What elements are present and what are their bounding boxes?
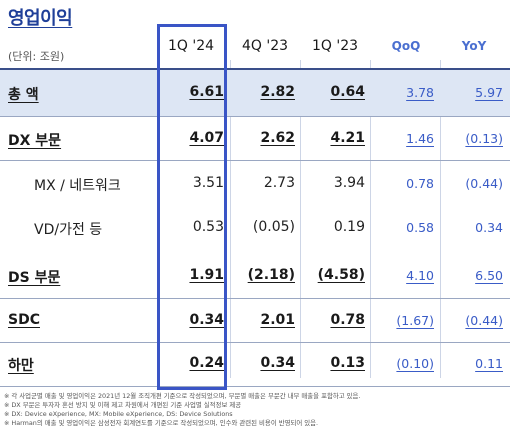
row-label: DS 부문 bbox=[8, 270, 61, 286]
table-row: 하만 0.24 0.34 0.13 (0.10) 0.11 bbox=[0, 342, 510, 386]
table-header: (단위: 조원) 1Q '24 4Q '23 1Q '23 QoQ YoY bbox=[0, 30, 510, 63]
table-cell: 4.07 bbox=[189, 130, 224, 146]
table-cell: 0.58 bbox=[406, 220, 434, 235]
table-cell: 0.11 bbox=[475, 356, 503, 371]
column-divider bbox=[230, 60, 231, 378]
table-cell: 0.13 bbox=[330, 355, 365, 371]
table-row: DS 부문 1.91 (2.18) (4.58) 4.10 6.50 bbox=[0, 254, 510, 298]
table-cell: 3.78 bbox=[406, 85, 434, 100]
row-label: VD/가전 등 bbox=[34, 222, 103, 238]
table-row: DX 부문 4.07 2.62 4.21 1.46 (0.13) bbox=[0, 118, 510, 160]
header-4q23: 4Q '23 bbox=[241, 38, 289, 54]
row-label: 하만 bbox=[8, 358, 34, 374]
footnote: ※ Harman의 매출 및 영업이익은 삼성전자 회계연도를 기준으로 작성되… bbox=[4, 419, 319, 427]
table-cell: 0.34 bbox=[260, 355, 295, 371]
header-1q23: 1Q '23 bbox=[311, 38, 359, 54]
table-cell: (0.13) bbox=[465, 131, 503, 146]
table-row: VD/가전 등 0.53 (0.05) 0.19 0.58 0.34 bbox=[0, 206, 510, 250]
table-row: MX / 네트워크 3.51 2.73 3.94 0.78 (0.44) bbox=[0, 162, 510, 206]
header-separator bbox=[0, 68, 510, 70]
page-title: 영업이익 bbox=[8, 8, 73, 29]
table-cell: (2.18) bbox=[247, 267, 295, 283]
table-cell: 0.34 bbox=[475, 220, 503, 235]
table-cell: 0.64 bbox=[330, 84, 365, 100]
table-cell: 1.46 bbox=[406, 131, 434, 146]
table-cell: (4.58) bbox=[317, 267, 365, 283]
row-separator bbox=[0, 342, 510, 343]
table-cell: 2.01 bbox=[260, 312, 295, 328]
table-cell: 0.53 bbox=[192, 219, 224, 235]
table-cell: 0.19 bbox=[333, 219, 365, 235]
table-cell: 6.50 bbox=[475, 268, 503, 283]
table-cell: (0.44) bbox=[465, 176, 503, 191]
table-row: SDC 0.34 2.01 0.78 (1.67) (0.44) bbox=[0, 300, 510, 342]
column-divider bbox=[370, 60, 371, 378]
row-label: MX / 네트워크 bbox=[34, 178, 121, 194]
table-cell: 0.34 bbox=[189, 312, 224, 328]
table-row: 총 액 6.61 2.82 0.64 3.78 5.97 bbox=[0, 70, 510, 116]
table-cell: 3.51 bbox=[192, 175, 224, 191]
footnotes: ※ 각 사업군별 매출 및 영업이익은 2021년 12월 조직개편 기준으로 … bbox=[4, 392, 506, 428]
table-cell: 4.21 bbox=[330, 130, 365, 146]
table-cell: 3.94 bbox=[333, 175, 365, 191]
footnote: ※ 각 사업군별 매출 및 영업이익은 2021년 12월 조직개편 기준으로 … bbox=[4, 392, 361, 400]
table-cell: 5.97 bbox=[475, 85, 503, 100]
table-cell: (0.44) bbox=[465, 313, 503, 328]
row-separator bbox=[0, 386, 510, 387]
table-cell: 2.73 bbox=[263, 175, 295, 191]
table-cell: 1.91 bbox=[189, 267, 224, 283]
table-cell: 0.24 bbox=[189, 355, 224, 371]
column-divider bbox=[440, 60, 441, 378]
table-cell: 0.78 bbox=[406, 176, 434, 191]
header-yoy: YoY bbox=[461, 39, 487, 53]
table-cell: 2.62 bbox=[260, 130, 295, 146]
table-cell: 0.78 bbox=[330, 312, 365, 328]
header-1q24: 1Q '24 bbox=[167, 38, 215, 54]
footnote: ※ DX: Device eXperience, MX: Mobile eXpe… bbox=[4, 410, 233, 418]
column-divider bbox=[300, 60, 301, 378]
row-separator bbox=[0, 298, 510, 299]
row-label: 총 액 bbox=[8, 87, 39, 103]
table-cell: (0.05) bbox=[252, 219, 295, 235]
row-separator bbox=[0, 116, 510, 117]
footnote: ※ DX 부문은 투자자 혼선 방지 및 이해 제고 차원에서 개편된 기준 사… bbox=[4, 401, 242, 409]
table-cell: 6.61 bbox=[189, 84, 224, 100]
table-cell: 2.82 bbox=[260, 84, 295, 100]
row-label: DX 부문 bbox=[8, 133, 62, 149]
table-cell: (0.10) bbox=[396, 356, 434, 371]
unit-label: (단위: 조원) bbox=[8, 50, 65, 63]
table-cell: (1.67) bbox=[396, 313, 434, 328]
row-separator bbox=[0, 160, 510, 161]
header-qoq: QoQ bbox=[391, 39, 421, 53]
table-cell: 4.10 bbox=[406, 268, 434, 283]
row-label: SDC bbox=[8, 312, 40, 328]
